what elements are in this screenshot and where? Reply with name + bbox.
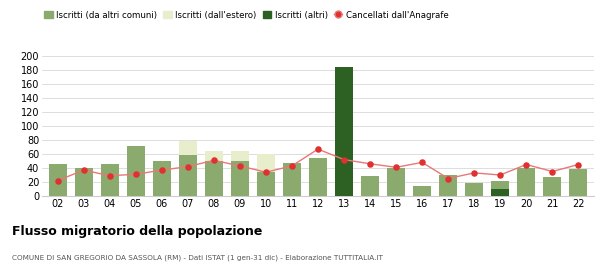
Point — [183, 164, 193, 169]
Bar — [101, 164, 119, 196]
Legend: Iscritti (da altri comuni), Iscritti (dall'estero), Iscritti (altri), Cancellati: Iscritti (da altri comuni), Iscritti (da… — [41, 7, 452, 23]
Bar — [413, 185, 431, 196]
Point — [496, 173, 505, 177]
Bar — [543, 177, 562, 196]
Point — [418, 160, 427, 165]
Point — [365, 162, 375, 166]
Bar — [335, 67, 353, 196]
Point — [521, 162, 531, 167]
Bar — [257, 154, 275, 196]
Text: Flusso migratorio della popolazione: Flusso migratorio della popolazione — [12, 225, 262, 238]
Bar — [569, 169, 587, 196]
Point — [209, 158, 218, 162]
Bar — [74, 168, 93, 196]
Point — [79, 168, 88, 172]
Point — [313, 147, 323, 151]
Bar — [127, 146, 145, 196]
Bar — [231, 150, 249, 196]
Bar — [283, 163, 301, 196]
Point — [235, 164, 245, 168]
Point — [131, 172, 140, 176]
Bar — [205, 161, 223, 196]
Text: COMUNE DI SAN GREGORIO DA SASSOLA (RM) - Dati ISTAT (1 gen-31 dic) - Elaborazion: COMUNE DI SAN GREGORIO DA SASSOLA (RM) -… — [12, 255, 383, 261]
Point — [105, 173, 115, 178]
Bar — [517, 168, 535, 196]
Bar — [439, 175, 457, 196]
Point — [339, 157, 349, 162]
Bar — [491, 181, 509, 196]
Point — [548, 169, 557, 174]
Point — [261, 170, 271, 174]
Bar — [491, 189, 509, 196]
Bar — [387, 168, 405, 196]
Bar — [465, 183, 484, 196]
Bar — [152, 161, 171, 196]
Point — [287, 164, 297, 168]
Bar — [231, 161, 249, 196]
Point — [443, 176, 453, 181]
Point — [469, 171, 479, 175]
Bar — [257, 171, 275, 196]
Bar — [179, 155, 197, 196]
Point — [53, 178, 62, 183]
Bar — [205, 150, 223, 196]
Bar — [361, 176, 379, 196]
Bar — [309, 157, 327, 196]
Bar — [49, 164, 67, 196]
Bar — [179, 141, 197, 196]
Point — [157, 168, 167, 172]
Point — [574, 162, 583, 167]
Point — [391, 165, 401, 169]
Bar — [335, 157, 353, 196]
